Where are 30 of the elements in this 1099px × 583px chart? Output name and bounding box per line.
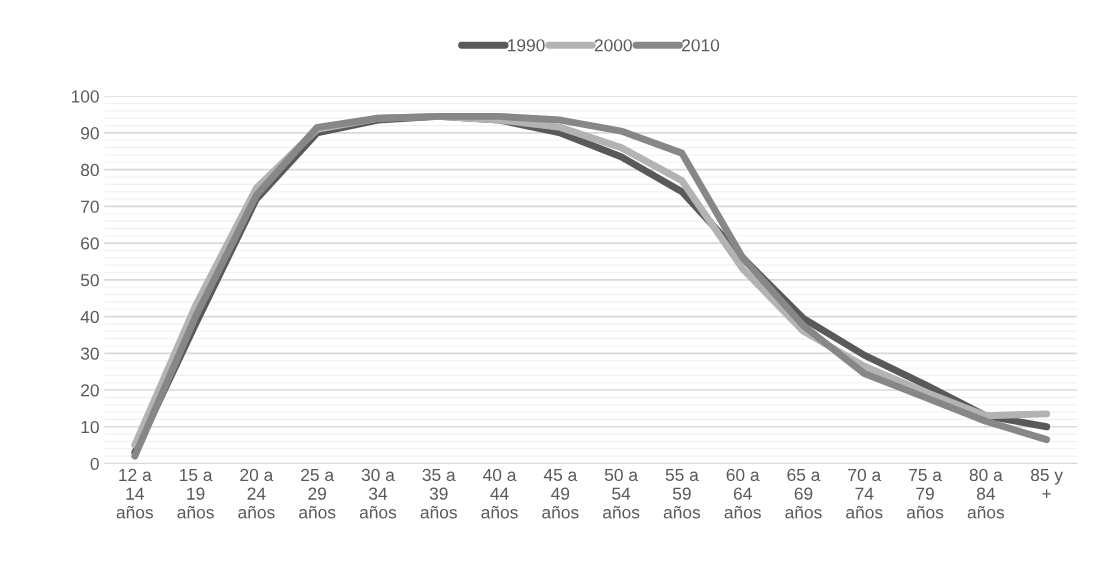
legend-label: 1990 (508, 39, 545, 52)
x-tick-label: 20 a 24 años (238, 468, 275, 519)
y-tick-label: 30 (80, 347, 99, 360)
x-tick-label: 30 a 34 años (359, 468, 397, 519)
x-tick-label: 70 a 74 años (846, 468, 883, 519)
x-tick-label: 60 a 64 años (724, 468, 761, 519)
x-tick-label: 25 a 29 años (299, 468, 336, 519)
y-tick-label: 10 (81, 420, 99, 434)
y-tick-label: 0 (90, 457, 99, 470)
legend-label: 2000 (594, 39, 632, 52)
y-tick-label: 20 (81, 384, 99, 397)
x-tick-label: 35 a 39 años (420, 468, 457, 519)
x-tick-label: 75 a 79 años (906, 468, 944, 519)
y-tick-label: 40 (80, 310, 99, 324)
x-tick-label: 55 a 59 años (663, 468, 701, 519)
x-tick-label: 12 a 14 años (116, 468, 153, 519)
x-tick-label: 85 y + (1030, 468, 1063, 499)
y-tick-label: 80 (80, 163, 99, 177)
x-tick-label: 80 a 84 años (967, 468, 1005, 519)
x-tick-label: 45 a 49 años (542, 468, 579, 519)
legend-label: 2010 (682, 39, 720, 52)
x-tick-label: 40 a 44 años (481, 468, 518, 519)
y-tick-label: 90 (81, 127, 99, 140)
y-tick-label: 70 (81, 200, 99, 213)
x-tick-label: 15 a 19 años (177, 468, 214, 519)
y-tick-label: 100 (71, 90, 99, 103)
y-tick-label: 60 (81, 237, 99, 250)
x-tick-label: 65 a 69 años (785, 468, 822, 519)
y-tick-label: 50 (80, 274, 99, 287)
x-tick-label: 50 a 54 años (603, 468, 640, 519)
